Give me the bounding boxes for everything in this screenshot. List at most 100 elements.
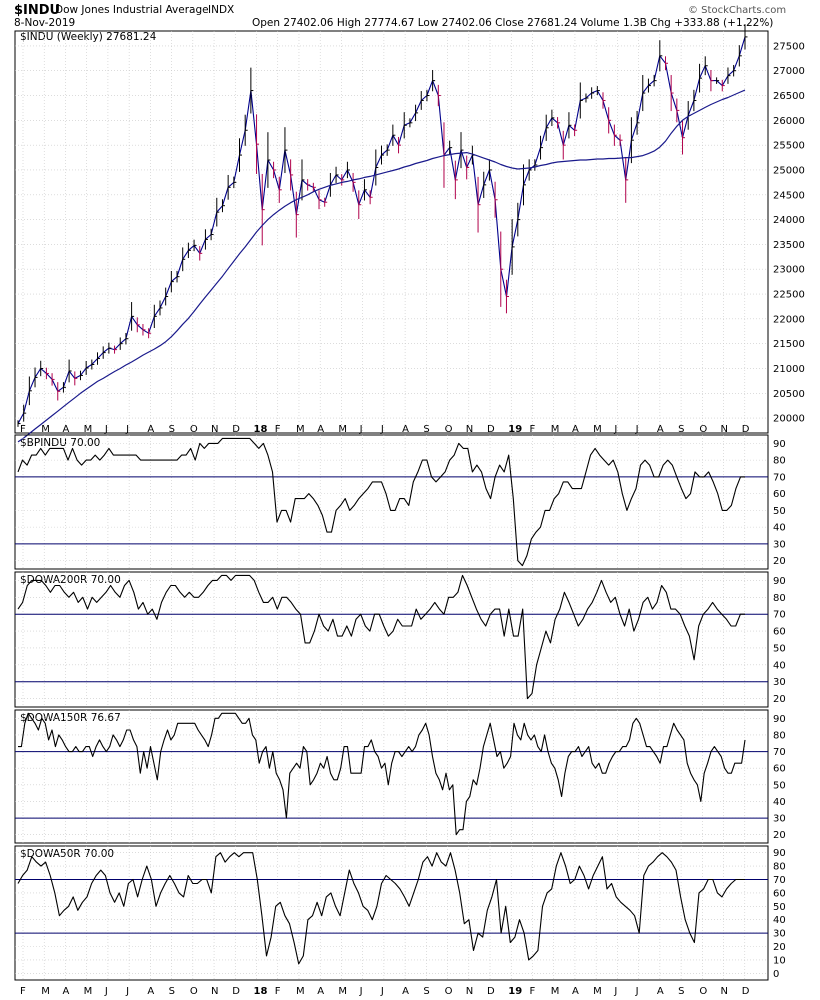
y-tick-label: 23500 bbox=[773, 240, 805, 251]
y-tick-label: 20000 bbox=[773, 414, 805, 425]
series-line-dowa50r bbox=[17, 852, 745, 965]
x-tick-label-top: S bbox=[678, 424, 684, 435]
y-tick-label: 20 bbox=[773, 556, 786, 567]
y-tick-label: 50 bbox=[773, 506, 786, 517]
y-tick-label: 80 bbox=[773, 862, 786, 873]
x-tick-label-top: D bbox=[232, 424, 240, 435]
x-tick-label-top: J bbox=[613, 424, 617, 435]
x-tick-label: J bbox=[635, 986, 639, 997]
y-tick-label: 22000 bbox=[773, 314, 805, 325]
y-tick-label: 30 bbox=[773, 814, 786, 825]
x-tick-label: S bbox=[423, 986, 429, 997]
y-tick-label: 50 bbox=[773, 643, 786, 654]
series-line-dowa200r bbox=[17, 574, 745, 700]
y-tick-label: 24500 bbox=[773, 190, 805, 201]
x-tick-label: A bbox=[147, 986, 154, 997]
dowa150r-panel-label: $DOWA150R 76.67 bbox=[20, 712, 121, 724]
y-tick-label: 70 bbox=[773, 472, 786, 483]
x-tick-label-top: D bbox=[742, 424, 750, 435]
x-tick-label-top: 18 bbox=[254, 424, 268, 435]
y-tick-label: 27000 bbox=[773, 66, 805, 77]
y-tick-label: 20 bbox=[773, 694, 786, 705]
y-tick-label: 80 bbox=[773, 593, 786, 604]
x-tick-label-top: J bbox=[635, 424, 639, 435]
y-tick-label: 40 bbox=[773, 915, 786, 926]
y-tick-label: 60 bbox=[773, 888, 786, 899]
x-tick-label: M bbox=[41, 986, 50, 997]
x-tick-label: 19 bbox=[508, 986, 522, 997]
x-tick-label: A bbox=[657, 986, 664, 997]
x-tick-label-top: M bbox=[551, 424, 560, 435]
series-line-bpindu bbox=[17, 437, 745, 567]
y-tick-label: 90 bbox=[773, 848, 786, 859]
x-tick-label: O bbox=[445, 986, 453, 997]
x-tick-label: A bbox=[62, 986, 69, 997]
y-tick-label: 40 bbox=[773, 797, 786, 808]
dowa50r-panel-label: $DOWA50R 70.00 bbox=[20, 848, 114, 860]
index-name: Dow Jones Industrial Average bbox=[55, 4, 209, 16]
ohlc-summary: Open 27402.06 High 27774.67 Low 27402.06… bbox=[252, 17, 773, 29]
x-tick-label: N bbox=[721, 986, 728, 997]
y-tick-label: 80 bbox=[773, 730, 786, 741]
x-tick-label-top: M bbox=[593, 424, 602, 435]
x-tick-label: F bbox=[275, 986, 281, 997]
x-tick-label-top: N bbox=[721, 424, 728, 435]
x-tick-label: M bbox=[296, 986, 305, 997]
y-tick-label: 27500 bbox=[773, 41, 805, 52]
x-tick-label: M bbox=[551, 986, 560, 997]
y-tick-label: 60 bbox=[773, 489, 786, 500]
x-tick-label: S bbox=[169, 986, 175, 997]
x-tick-label: N bbox=[211, 986, 218, 997]
x-tick-label: J bbox=[125, 986, 129, 997]
x-tick-label: A bbox=[317, 986, 324, 997]
y-tick-label: 80 bbox=[773, 456, 786, 467]
x-tick-label: S bbox=[678, 986, 684, 997]
y-tick-label: 90 bbox=[773, 576, 786, 587]
x-tick-label-top: F bbox=[275, 424, 281, 435]
x-tick-label: M bbox=[338, 986, 347, 997]
x-tick-label-top: M bbox=[41, 424, 50, 435]
bpindu-panel-label: $BPINDU 70.00 bbox=[20, 437, 100, 449]
x-tick-label: D bbox=[742, 986, 750, 997]
panel-frame bbox=[14, 30, 769, 434]
x-tick-label-top: 19 bbox=[508, 424, 522, 435]
x-tick-label: A bbox=[572, 986, 579, 997]
x-tick-label-top: A bbox=[147, 424, 154, 435]
panel-frame bbox=[14, 845, 769, 981]
y-tick-label: 20 bbox=[773, 830, 786, 841]
y-tick-label: 50 bbox=[773, 780, 786, 791]
x-tick-label: M bbox=[84, 986, 93, 997]
y-tick-label: 26000 bbox=[773, 116, 805, 127]
x-tick-label: 18 bbox=[254, 986, 268, 997]
y-tick-label: 70 bbox=[773, 875, 786, 886]
y-tick-label: 60 bbox=[773, 627, 786, 638]
x-tick-label: F bbox=[20, 986, 26, 997]
y-tick-label: 26500 bbox=[773, 91, 805, 102]
symbol: $INDU bbox=[14, 3, 60, 18]
y-tick-label: 25500 bbox=[773, 141, 805, 152]
x-tick-label-top: J bbox=[104, 424, 108, 435]
x-tick-label: J bbox=[359, 986, 363, 997]
x-tick-label: O bbox=[190, 986, 198, 997]
x-tick-label-top: S bbox=[423, 424, 429, 435]
series-line-dowa150r bbox=[18, 712, 746, 836]
y-tick-label: 90 bbox=[773, 439, 786, 450]
x-tick-label-top: A bbox=[402, 424, 409, 435]
exchange: INDX bbox=[208, 4, 234, 16]
x-tick-label-top: O bbox=[699, 424, 707, 435]
watermark: © StockCharts.com bbox=[688, 5, 786, 16]
x-tick-label-top: N bbox=[466, 424, 473, 435]
x-tick-label-top: O bbox=[190, 424, 198, 435]
x-tick-label: J bbox=[380, 986, 384, 997]
y-tick-label: 20 bbox=[773, 942, 786, 953]
y-tick-label: 40 bbox=[773, 660, 786, 671]
y-tick-label: 90 bbox=[773, 714, 786, 725]
x-tick-label-top: J bbox=[359, 424, 363, 435]
y-tick-label: 40 bbox=[773, 523, 786, 534]
x-tick-label-top: A bbox=[657, 424, 664, 435]
price-panel-label: $INDU (Weekly) 27681.24 bbox=[20, 31, 157, 43]
y-tick-label: 30 bbox=[773, 677, 786, 688]
y-tick-label: 50 bbox=[773, 902, 786, 913]
x-tick-label-top: M bbox=[296, 424, 305, 435]
